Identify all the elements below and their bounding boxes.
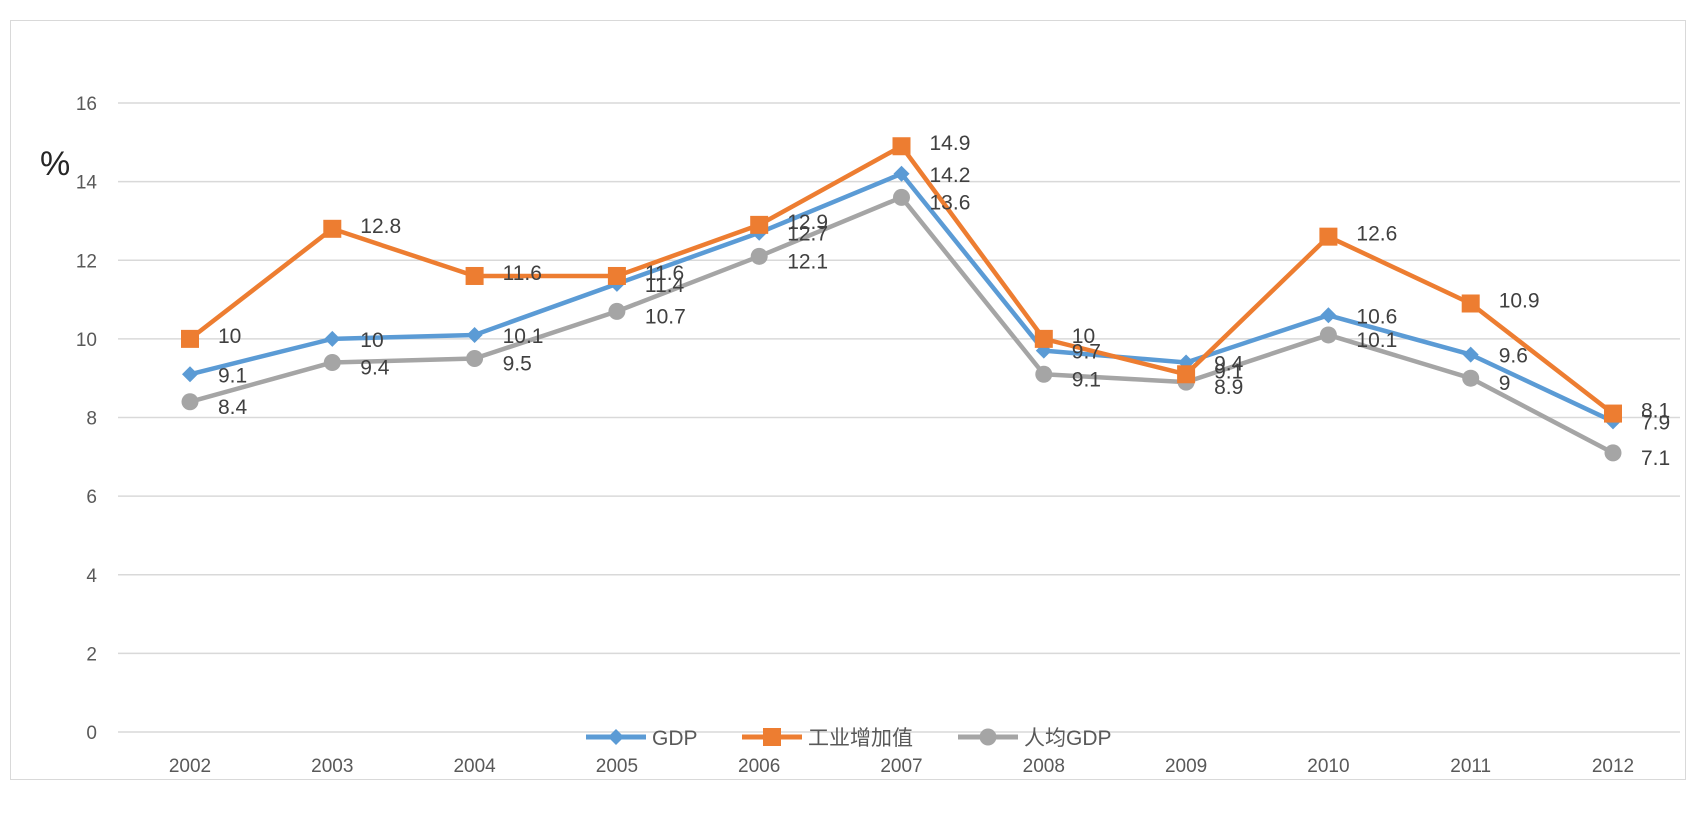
data-label: 10 <box>1072 325 1095 348</box>
data-label: 9 <box>1499 372 1511 395</box>
data-point <box>607 266 626 285</box>
data-point <box>1320 307 1337 324</box>
legend-item: GDP <box>586 727 698 750</box>
data-point <box>1462 369 1480 387</box>
data-point <box>1604 444 1622 462</box>
y-tick-label: 16 <box>76 94 97 115</box>
y-tick-label: 2 <box>86 644 97 665</box>
data-label: 12.7 <box>787 223 828 246</box>
data-label: 8.9 <box>1214 376 1243 399</box>
data-label: 12.1 <box>787 250 828 273</box>
legend-label: 人均GDP <box>1024 727 1112 750</box>
data-label: 9.5 <box>503 353 532 376</box>
data-point <box>466 350 484 368</box>
y-tick-label: 14 <box>76 173 98 194</box>
data-labels: 9.1 10 10.1 11.4 12.7 14.2 9.7 9.4 10.6 9.6 7.9 10 1… <box>218 132 1670 470</box>
data-label: 9.1 <box>1214 360 1243 383</box>
y-tick-label: 6 <box>86 487 97 508</box>
x-tick-label: 2008 <box>1023 756 1065 777</box>
data-label: 14.9 <box>930 132 971 155</box>
data-label: 10.7 <box>645 305 686 328</box>
data-label: 9.4 <box>360 356 390 379</box>
data-point <box>1177 365 1196 384</box>
data-label: 8.1 <box>1641 400 1670 423</box>
x-tick-label: 2006 <box>738 756 780 777</box>
data-label: 13.6 <box>930 191 971 214</box>
data-point <box>465 266 484 285</box>
data-label: 7.1 <box>1641 447 1670 470</box>
data-point <box>608 729 624 745</box>
data-point <box>1035 365 1053 383</box>
series-line <box>188 143 1615 416</box>
data-label: 12.9 <box>787 211 828 234</box>
data-point <box>893 188 910 206</box>
series-2 <box>181 188 1622 462</box>
series-line <box>189 171 1614 424</box>
x-tick-label: 2010 <box>1307 756 1349 777</box>
data-label: 7.9 <box>1641 411 1670 434</box>
data-label: 10.6 <box>1356 305 1397 328</box>
data-label: 10.1 <box>1356 329 1397 352</box>
x-tick-label: 2004 <box>453 756 496 777</box>
data-point <box>608 302 626 320</box>
legend: GDP 工业增加值 人均GDP <box>586 727 1112 750</box>
data-point <box>323 219 342 238</box>
data-label: 11.4 <box>645 274 685 297</box>
data-label: 9.6 <box>1499 345 1528 368</box>
data-label: 9.4 <box>1214 352 1244 375</box>
data-point <box>182 366 198 383</box>
data-point <box>466 326 483 343</box>
data-point <box>1461 294 1480 313</box>
data-label: 12.8 <box>360 215 401 238</box>
data-label: 10.9 <box>1499 289 1540 312</box>
legend-label: 工业增加值 <box>808 727 913 750</box>
series-1 <box>181 137 1622 423</box>
x-tick-label: 2005 <box>596 756 638 777</box>
x-tick-label: 2009 <box>1165 756 1207 777</box>
data-label: 12.6 <box>1356 223 1397 246</box>
data-point <box>324 330 341 347</box>
data-label: 10 <box>218 325 241 348</box>
x-tick-label: 2007 <box>880 756 922 777</box>
data-label: 14.2 <box>930 164 971 187</box>
data-point <box>323 353 341 371</box>
data-point <box>1034 329 1053 348</box>
data-point <box>979 728 997 746</box>
x-tick-label: 2003 <box>311 756 353 777</box>
legend-label: GDP <box>652 727 698 750</box>
data-point <box>1319 326 1337 344</box>
data-label: 9.7 <box>1072 341 1101 364</box>
data-point <box>181 329 199 348</box>
data-point <box>181 393 199 411</box>
legend-item: 人均GDP <box>958 727 1112 750</box>
data-point <box>1319 227 1338 246</box>
data-label: 9.1 <box>218 364 247 387</box>
data-point <box>1604 404 1622 423</box>
legend-item: 工业增加值 <box>742 727 913 750</box>
data-point <box>750 215 769 234</box>
data-point <box>750 247 768 265</box>
data-point <box>1462 346 1479 363</box>
y-tick-label: 10 <box>76 330 97 351</box>
y-tick-label: 12 <box>76 251 97 272</box>
y-axis-label: % <box>40 145 70 183</box>
data-label: 9.1 <box>1072 368 1101 391</box>
data-label: 10.1 <box>503 325 544 348</box>
y-tick-label: 4 <box>86 566 97 587</box>
data-label: 8.4 <box>218 396 248 419</box>
series-line <box>189 195 1615 455</box>
data-label: 11.6 <box>645 262 684 285</box>
y-tick-label: 0 <box>86 723 97 744</box>
data-point <box>763 728 781 746</box>
data-label: 11.6 <box>503 262 542 285</box>
x-tick-label: 2012 <box>1592 756 1634 777</box>
data-point <box>892 137 911 156</box>
data-label: 10 <box>360 329 383 352</box>
y-tick-label: 8 <box>86 409 97 430</box>
x-tick-label: 2002 <box>169 756 211 777</box>
x-tick-label: 2011 <box>1450 756 1491 777</box>
data-point <box>893 165 910 182</box>
